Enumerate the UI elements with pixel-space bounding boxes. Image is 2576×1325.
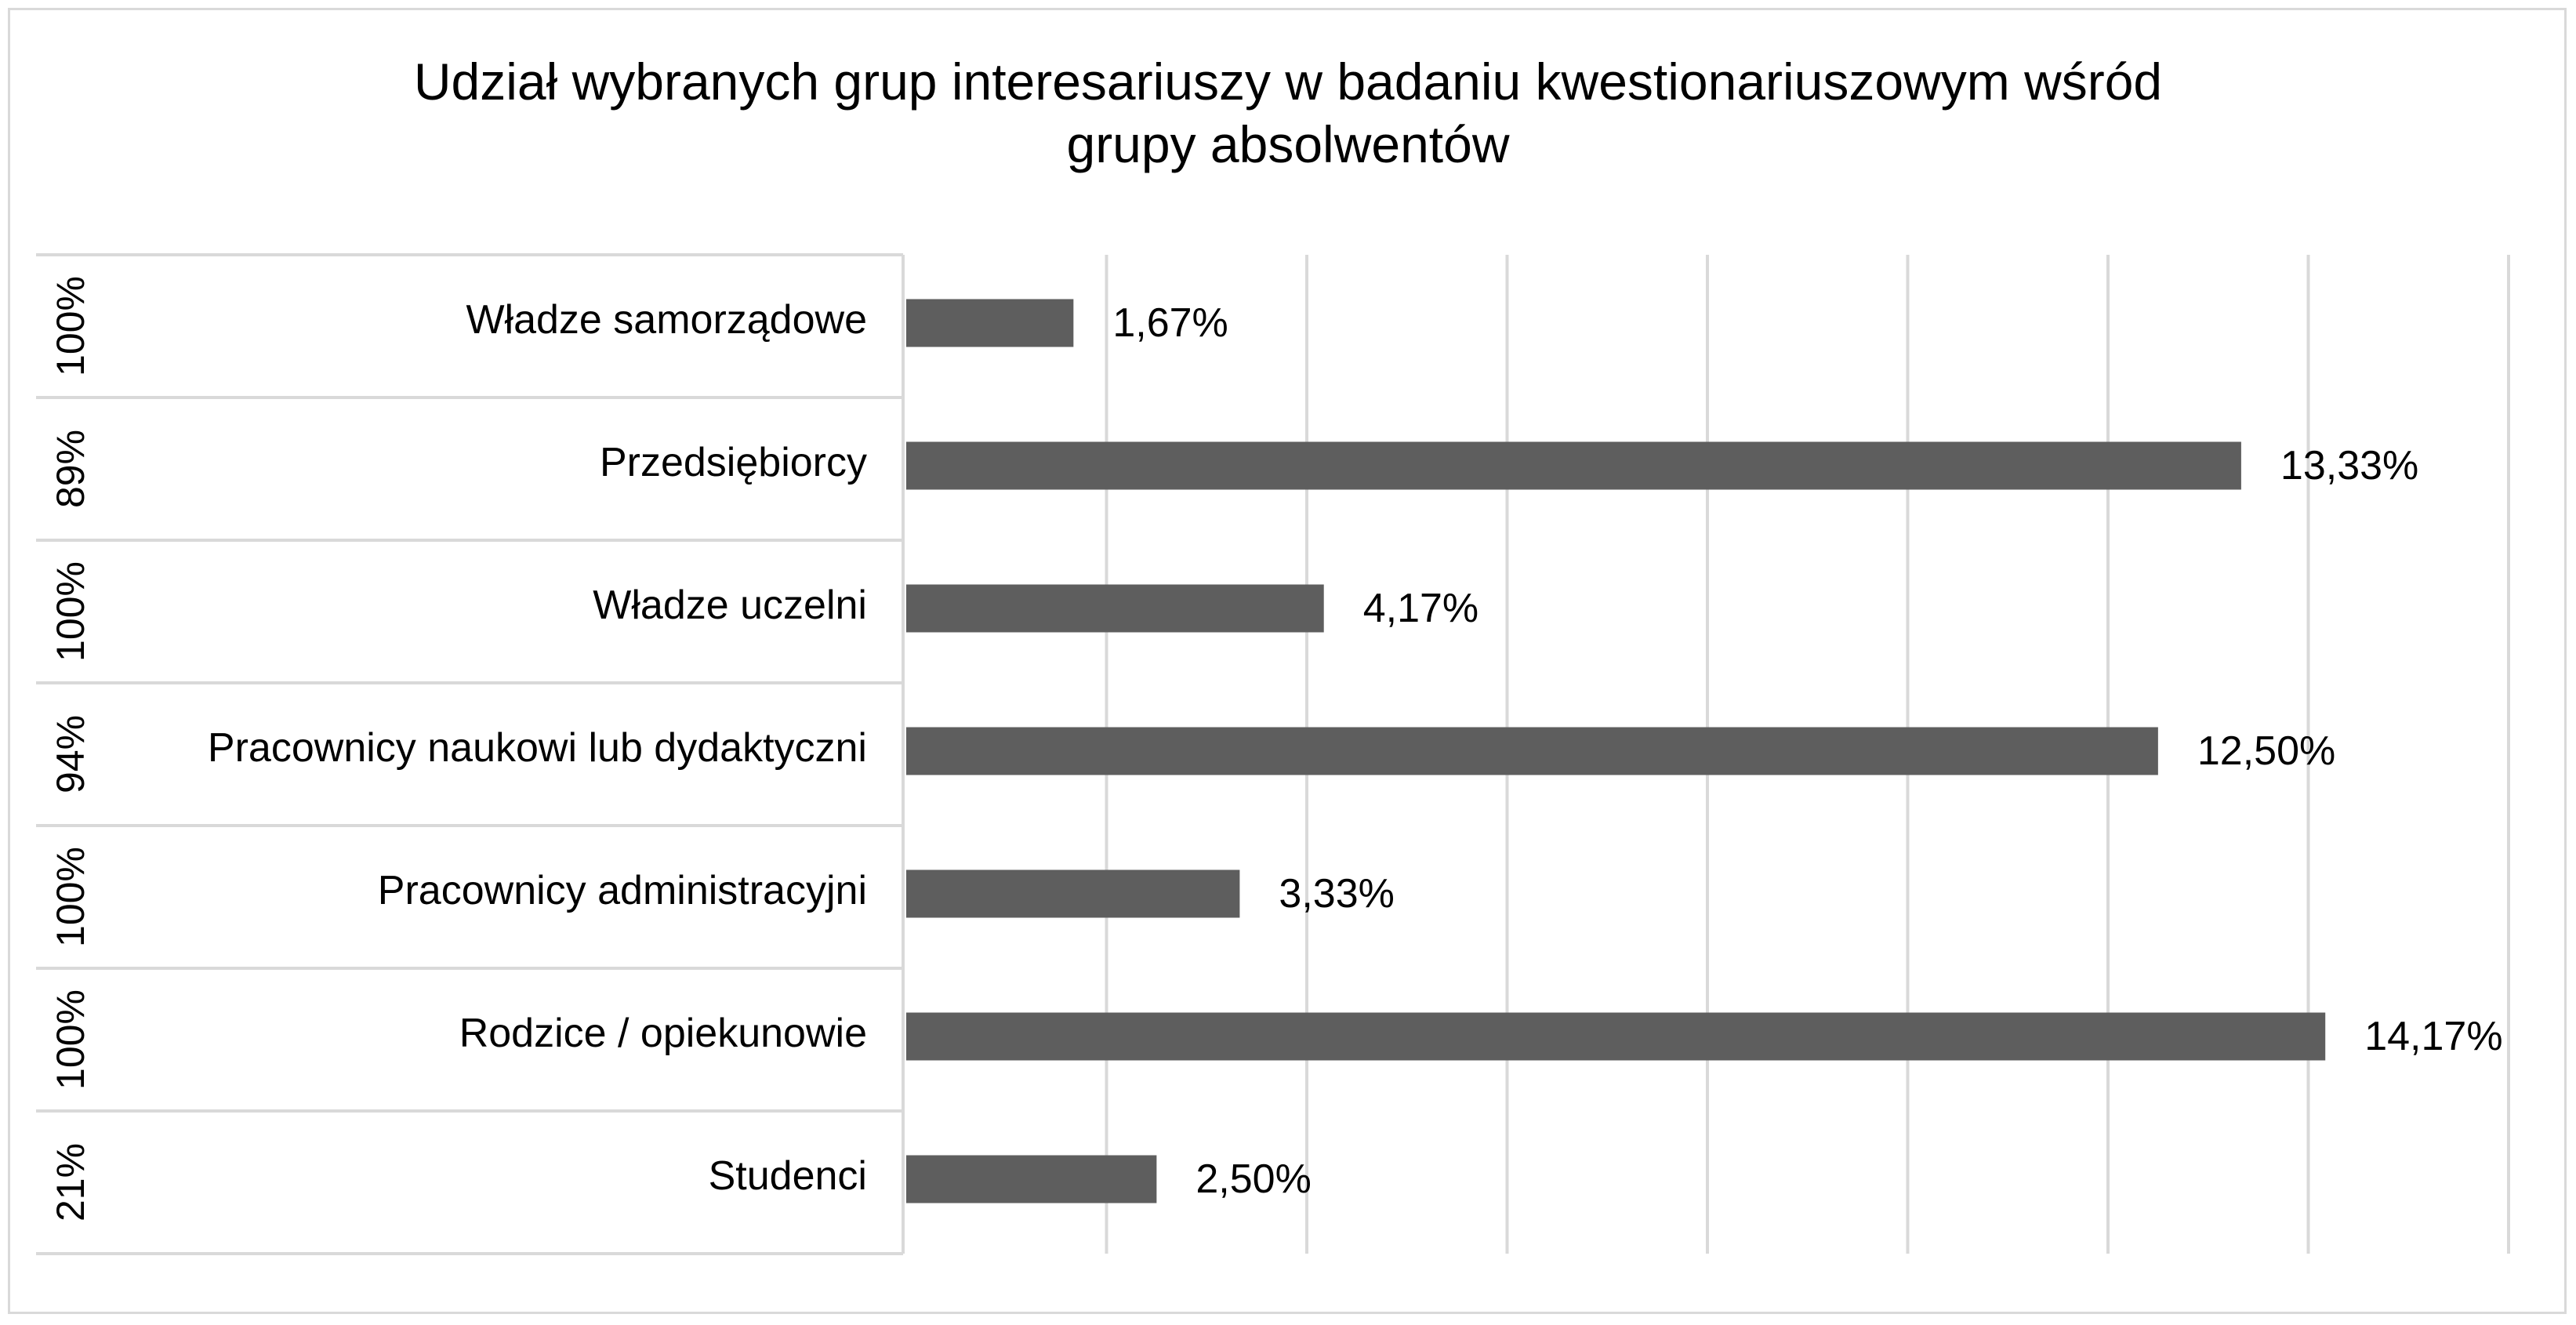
data-label: 12,50%: [2197, 728, 2335, 774]
data-label: 13,33%: [2280, 443, 2418, 488]
category-label: Władze uczelni: [593, 583, 867, 628]
category-label: Pracownicy administracyjni: [378, 868, 867, 913]
share-label: 100%: [49, 989, 93, 1090]
bar: [906, 1155, 1157, 1203]
share-label: 100%: [49, 276, 93, 376]
category-label: Władze samorządowe: [466, 297, 867, 343]
share-label: 89%: [49, 430, 93, 508]
share-label: 100%: [49, 847, 93, 947]
bar: [906, 1012, 2326, 1061]
data-label: 14,17%: [2364, 1014, 2502, 1059]
bars: [906, 299, 2326, 1203]
bar: [906, 584, 1324, 633]
category-table: [36, 253, 905, 1255]
data-label: 3,33%: [1279, 871, 1394, 917]
chart-area: [8, 8, 2567, 1314]
share-label: 100%: [49, 561, 93, 662]
share-label: 21%: [49, 1143, 93, 1222]
bar: [906, 869, 1240, 918]
category-label: Pracownicy naukowi lub dydaktyczni: [208, 725, 867, 771]
share-label: 94%: [49, 715, 93, 793]
bar: [906, 299, 1074, 347]
bar: [906, 727, 2158, 775]
data-label: 4,17%: [1363, 586, 1478, 631]
category-label: Rodzice / opiekunowie: [459, 1011, 867, 1056]
chart-title: Udział wybranych grup interesariuszy w b…: [413, 53, 2163, 173]
data-label: 2,50%: [1195, 1156, 1311, 1202]
bar: [906, 441, 2241, 490]
labels: 1,67% Władze samorządowe 100% 13,33% Przedsi…: [49, 276, 2503, 1222]
category-label: Studenci: [709, 1153, 867, 1199]
data-label: 1,67%: [1112, 300, 1228, 346]
category-label: Przedsiębiorcy: [600, 440, 867, 485]
